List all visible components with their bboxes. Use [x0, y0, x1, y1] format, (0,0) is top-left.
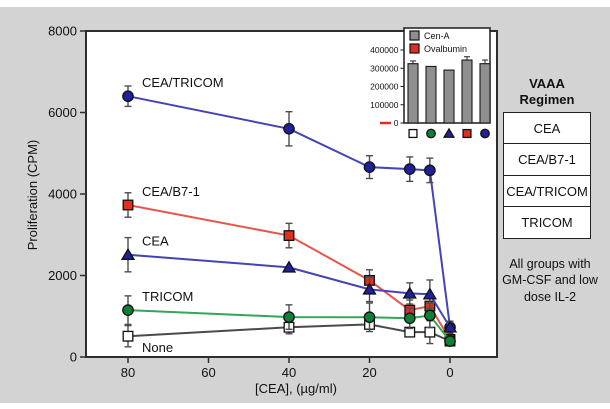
y-tick-label: 8000: [48, 24, 77, 39]
data-point-marker: [283, 311, 295, 323]
data-point-marker: [424, 309, 436, 322]
inset-category-marker: [462, 128, 472, 139]
y-tick-label: 6000: [48, 105, 77, 120]
data-point-marker: [363, 311, 376, 324]
inset-bar: [461, 59, 473, 124]
data-point-marker: [363, 161, 376, 173]
regimen-cell: TRICOM: [503, 206, 591, 240]
data-point-marker: [281, 260, 297, 273]
x-tick-label: 20: [362, 365, 376, 380]
inset-legend-swatch: [409, 30, 420, 41]
series-label: TRICOM: [142, 289, 193, 304]
y-tick-label: 0: [70, 350, 77, 365]
data-point-marker: [444, 335, 456, 347]
series-label: CEA/B7-1: [142, 184, 200, 199]
y-tick-label: 2000: [48, 268, 77, 283]
data-point-marker: [120, 247, 136, 260]
x-tick-label: 60: [201, 365, 215, 380]
y-tick-label: 4000: [48, 187, 77, 202]
data-point-marker: [283, 230, 295, 242]
inset-y-tick-label: 0: [394, 118, 399, 128]
series-line-cea: [127, 253, 451, 328]
inset-category-marker: [480, 128, 490, 139]
data-point-marker: [424, 164, 436, 177]
series-line-cea-tricom: [127, 95, 451, 328]
data-point-marker: [122, 330, 134, 342]
inset-category-marker: [426, 128, 436, 139]
data-point-marker: [424, 326, 436, 338]
x-tick-label: 0: [446, 365, 453, 380]
y-axis-label: Proliferation (CPM): [25, 140, 40, 251]
inset-bar: [425, 65, 437, 124]
inset-legend-label: Ovalbumin: [424, 44, 467, 54]
side-panel-title: VAAA Regimen: [519, 76, 575, 108]
series-label: CEA: [142, 234, 169, 249]
inset-bar: [407, 63, 419, 124]
x-tick-label: 80: [121, 365, 135, 380]
inset-legend-swatch: [409, 43, 420, 54]
inset-y-tick-label: 400000: [370, 45, 399, 55]
data-point-marker: [403, 312, 416, 325]
regimen-cell: CEA/B7-1: [503, 143, 591, 177]
data-point-marker: [422, 287, 438, 300]
x-axis-label: [CEA], (µg/ml): [255, 381, 337, 396]
data-point-marker: [122, 304, 134, 316]
inset-bar: [443, 69, 455, 124]
data-point-marker: [362, 282, 377, 295]
regimen-cell: CEA: [503, 112, 591, 145]
x-tick-label: 40: [282, 365, 296, 380]
data-point-marker: [403, 163, 416, 175]
series-label: CEA/TRICOM: [142, 75, 224, 90]
data-point-marker: [122, 199, 134, 211]
inset-legend-label: Cen-A: [424, 31, 450, 41]
series-label: None: [142, 340, 173, 355]
inset-category-marker: [442, 127, 456, 138]
data-point-marker: [122, 90, 134, 103]
side-panel-note: All groups with GM-CSF and low dose IL-2: [502, 257, 598, 304]
regimen-cell: CEA/TRICOM: [503, 174, 591, 208]
data-point-marker: [283, 122, 295, 135]
inset-category-marker: [408, 128, 418, 139]
inset-y-tick-label: 200000: [370, 82, 399, 92]
data-point-marker: [402, 286, 417, 299]
inset-y-tick-label: 100000: [370, 100, 399, 110]
inset-bar: [479, 63, 491, 124]
inset-y-tick-label: 300000: [370, 63, 399, 73]
data-point-marker: [442, 320, 458, 333]
vaaa-regimen-table: CEA CEA/B7-1 CEA/TRICOM TRICOM: [503, 112, 591, 240]
